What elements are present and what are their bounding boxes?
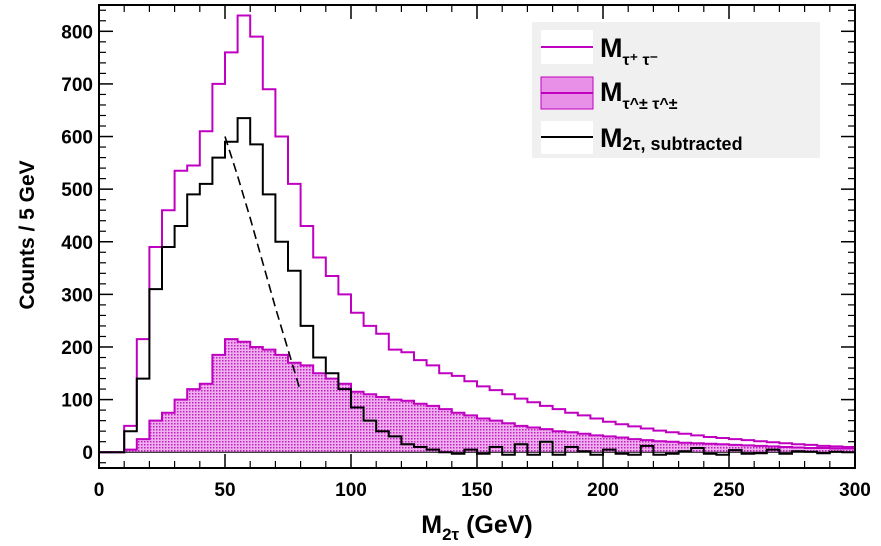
y-tick-label: 700 — [61, 75, 93, 96]
y-tick-label: 200 — [61, 338, 93, 359]
y-tick-label: 0 — [82, 443, 93, 464]
y-tick-label: 500 — [61, 180, 93, 201]
legend-label-opposite-sign-sub: τ⁺ τ⁻ — [623, 52, 659, 69]
x-tick-label: 0 — [94, 480, 105, 501]
x-tick-label: 200 — [587, 480, 619, 501]
x-tick-label: 250 — [713, 480, 745, 501]
legend-label-subtracted-main: M — [600, 123, 623, 153]
y-tick-label: 300 — [61, 285, 93, 306]
y-tick-label: 600 — [61, 128, 93, 149]
x-axis-title-sub: 2τ — [442, 525, 459, 544]
series-layer — [99, 14, 855, 456]
legend-label-opposite-sign: Mτ⁺ τ⁻ — [600, 33, 658, 69]
x-axis-title-suffix: (GeV) — [459, 511, 533, 539]
legend-label-subtracted: M2τ, subtracted — [600, 123, 743, 154]
tick-layer: 0 50 100 150 200 250 300 0 100 200 300 400 500 600 700… — [61, 5, 871, 501]
fit-curve — [224, 136, 302, 392]
x-tick-label: 300 — [839, 480, 871, 501]
legend-label-same-sign: Mτ^± τ^± — [600, 77, 678, 113]
legend-label-same-sign-sub: τ^± τ^± — [623, 96, 678, 113]
series-same-sign-fill — [99, 339, 855, 453]
y-tick-label: 800 — [61, 22, 93, 43]
legend-label-subtracted-sub: 2τ, subtracted — [623, 134, 743, 154]
y-axis-title: Counts / 5 GeV — [16, 160, 39, 309]
series-subtracted-line — [99, 117, 855, 456]
x-axis-title: M2τ (GeV) — [421, 511, 533, 544]
legend-label-opposite-sign-main: M — [600, 33, 623, 63]
y-tick-label: 100 — [61, 391, 93, 412]
y-tick-label: 400 — [61, 233, 93, 254]
series-same-sign-outline — [99, 338, 855, 454]
x-tick-label: 150 — [461, 480, 493, 501]
x-tick-label: 100 — [335, 480, 367, 501]
legend: Mτ⁺ τ⁻ Mτ^± τ^± M2τ, subtracted — [532, 22, 820, 158]
series-opposite-sign-line — [99, 14, 855, 454]
legend-label-same-sign-main: M — [600, 77, 623, 107]
x-tick-label: 50 — [214, 480, 235, 501]
x-axis-title-main: M — [421, 511, 442, 539]
